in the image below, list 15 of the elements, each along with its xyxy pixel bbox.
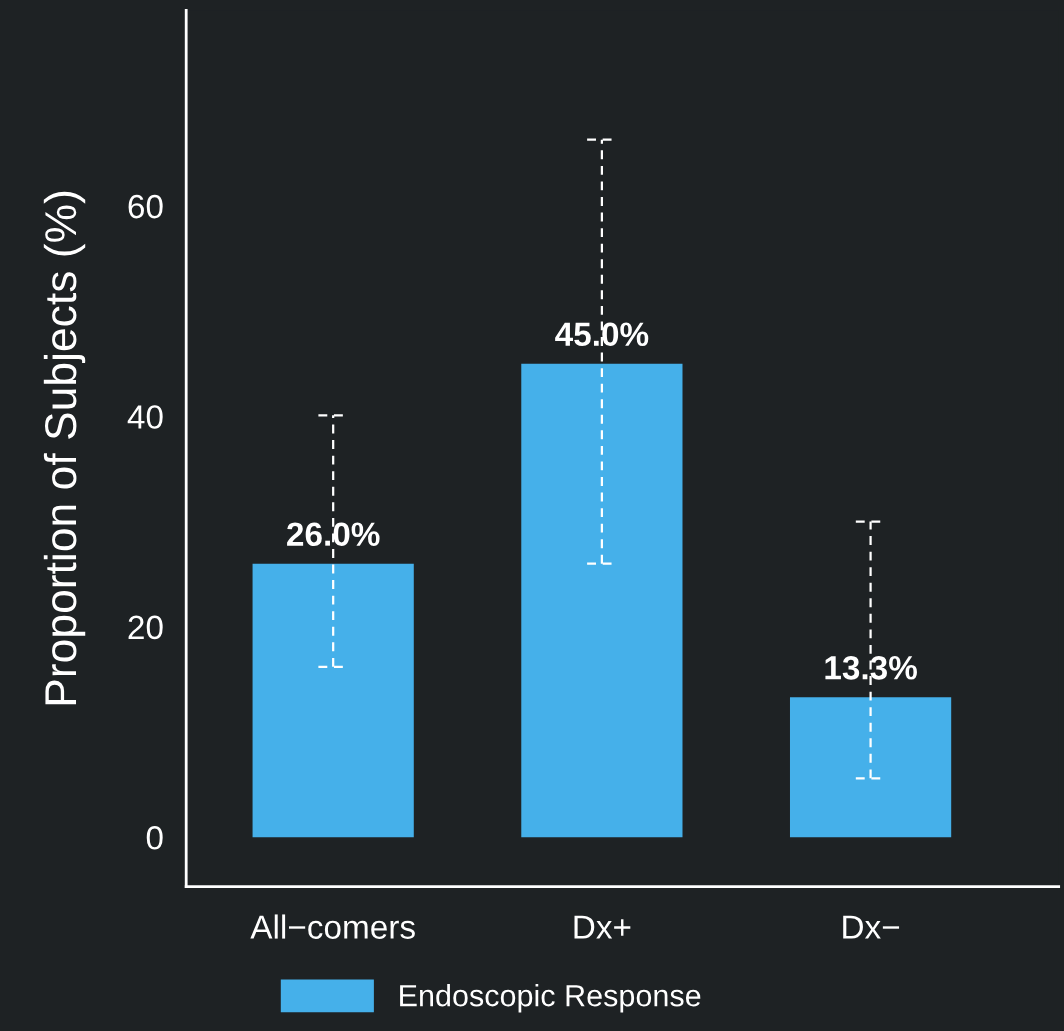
y-tick-label: 20 <box>128 615 163 640</box>
bar <box>521 363 683 838</box>
data-label: 26.0% <box>287 522 380 546</box>
y-tick-label: 0 <box>146 826 163 850</box>
data-label: 13.3% <box>825 655 917 680</box>
x-tick-label: Dx+ <box>574 915 631 939</box>
y-axis-title: Proportion of Subjects (%) <box>43 191 86 705</box>
y-tick-label: 40 <box>127 405 163 429</box>
bar <box>252 563 414 838</box>
data-label: 45.0% <box>555 322 649 347</box>
x-tick-label: Dx− <box>843 915 900 939</box>
x-tick-label: All−comers <box>250 914 415 939</box>
bar <box>789 697 952 838</box>
legend-label: Endoscopic Response <box>400 984 701 1013</box>
y-tick-label: 60 <box>128 194 163 219</box>
